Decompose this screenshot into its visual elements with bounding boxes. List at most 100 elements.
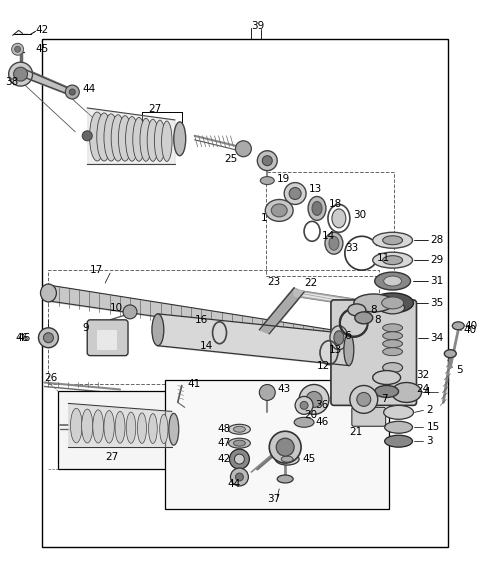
Text: 12: 12: [317, 361, 330, 370]
Text: 40: 40: [463, 325, 476, 335]
FancyBboxPatch shape: [331, 300, 417, 405]
Ellipse shape: [392, 383, 421, 402]
Circle shape: [262, 155, 272, 166]
Bar: [97, 330, 117, 350]
Text: 3: 3: [426, 436, 433, 446]
Ellipse shape: [111, 115, 125, 161]
Text: 14: 14: [200, 340, 213, 351]
Text: 38: 38: [5, 77, 18, 87]
Text: 1: 1: [261, 213, 268, 223]
Text: 18: 18: [329, 199, 342, 209]
Ellipse shape: [381, 302, 405, 314]
Ellipse shape: [126, 412, 136, 443]
Ellipse shape: [348, 304, 366, 316]
Polygon shape: [259, 288, 304, 334]
Circle shape: [12, 43, 24, 55]
Ellipse shape: [137, 413, 146, 443]
Text: 44: 44: [228, 479, 241, 489]
Ellipse shape: [277, 475, 293, 483]
Ellipse shape: [104, 114, 118, 161]
Ellipse shape: [233, 440, 245, 446]
Ellipse shape: [93, 410, 104, 443]
Ellipse shape: [148, 414, 157, 443]
Ellipse shape: [383, 255, 403, 265]
Circle shape: [289, 187, 301, 199]
Ellipse shape: [126, 117, 138, 161]
Text: 14: 14: [322, 231, 335, 241]
Ellipse shape: [383, 332, 403, 340]
Text: 24: 24: [417, 384, 430, 394]
Text: 32: 32: [417, 369, 430, 380]
Ellipse shape: [265, 199, 293, 221]
Ellipse shape: [147, 119, 158, 161]
Circle shape: [300, 401, 308, 409]
Text: 42: 42: [36, 25, 49, 35]
Circle shape: [276, 438, 294, 456]
Ellipse shape: [312, 202, 322, 216]
Text: 8: 8: [371, 305, 377, 315]
Ellipse shape: [294, 417, 314, 427]
FancyBboxPatch shape: [352, 407, 385, 426]
Ellipse shape: [384, 276, 402, 286]
Text: 13: 13: [309, 184, 322, 194]
Text: 11: 11: [377, 253, 390, 263]
Circle shape: [229, 449, 250, 469]
Text: 5: 5: [456, 365, 463, 375]
Text: 34: 34: [431, 333, 444, 343]
Text: 46: 46: [315, 417, 328, 427]
Circle shape: [14, 46, 21, 52]
Ellipse shape: [334, 331, 344, 344]
Text: 46: 46: [15, 333, 28, 343]
Text: 43: 43: [277, 384, 290, 394]
Text: 35: 35: [431, 298, 444, 308]
Ellipse shape: [90, 112, 105, 161]
Ellipse shape: [271, 204, 287, 217]
Ellipse shape: [382, 297, 404, 309]
Bar: [42, 39, 448, 547]
Ellipse shape: [444, 350, 456, 358]
Ellipse shape: [373, 252, 412, 268]
Text: 2: 2: [426, 405, 433, 416]
Text: 13: 13: [329, 344, 342, 355]
Text: 46: 46: [17, 333, 31, 343]
Ellipse shape: [344, 334, 354, 366]
Circle shape: [9, 62, 33, 86]
Ellipse shape: [162, 121, 172, 161]
Circle shape: [44, 333, 53, 343]
Ellipse shape: [452, 322, 464, 330]
Circle shape: [236, 473, 243, 481]
Circle shape: [357, 392, 371, 406]
Circle shape: [306, 391, 322, 407]
Circle shape: [65, 85, 79, 99]
Ellipse shape: [104, 410, 114, 443]
Text: 47: 47: [217, 438, 231, 448]
Text: 27: 27: [105, 452, 119, 462]
Ellipse shape: [383, 340, 403, 348]
Ellipse shape: [308, 197, 326, 220]
Ellipse shape: [383, 362, 403, 373]
Ellipse shape: [325, 232, 343, 254]
Circle shape: [13, 67, 27, 81]
Ellipse shape: [119, 116, 132, 161]
Bar: [381, 308, 405, 368]
Circle shape: [350, 386, 378, 413]
Ellipse shape: [169, 413, 179, 445]
Circle shape: [230, 468, 248, 486]
Text: 37: 37: [267, 494, 280, 504]
Ellipse shape: [383, 236, 403, 244]
Text: 20: 20: [304, 410, 317, 420]
Ellipse shape: [384, 421, 412, 434]
Ellipse shape: [383, 324, 403, 332]
FancyBboxPatch shape: [87, 320, 128, 355]
Text: 17: 17: [90, 265, 104, 275]
Circle shape: [269, 431, 301, 463]
Ellipse shape: [152, 314, 164, 346]
Ellipse shape: [329, 236, 339, 250]
Text: 30: 30: [353, 210, 366, 220]
Text: 23: 23: [267, 277, 280, 287]
Text: 45: 45: [36, 45, 49, 54]
Ellipse shape: [260, 177, 274, 184]
Text: 26: 26: [45, 373, 58, 383]
Text: 19: 19: [277, 173, 290, 184]
Text: 44: 44: [82, 84, 96, 94]
